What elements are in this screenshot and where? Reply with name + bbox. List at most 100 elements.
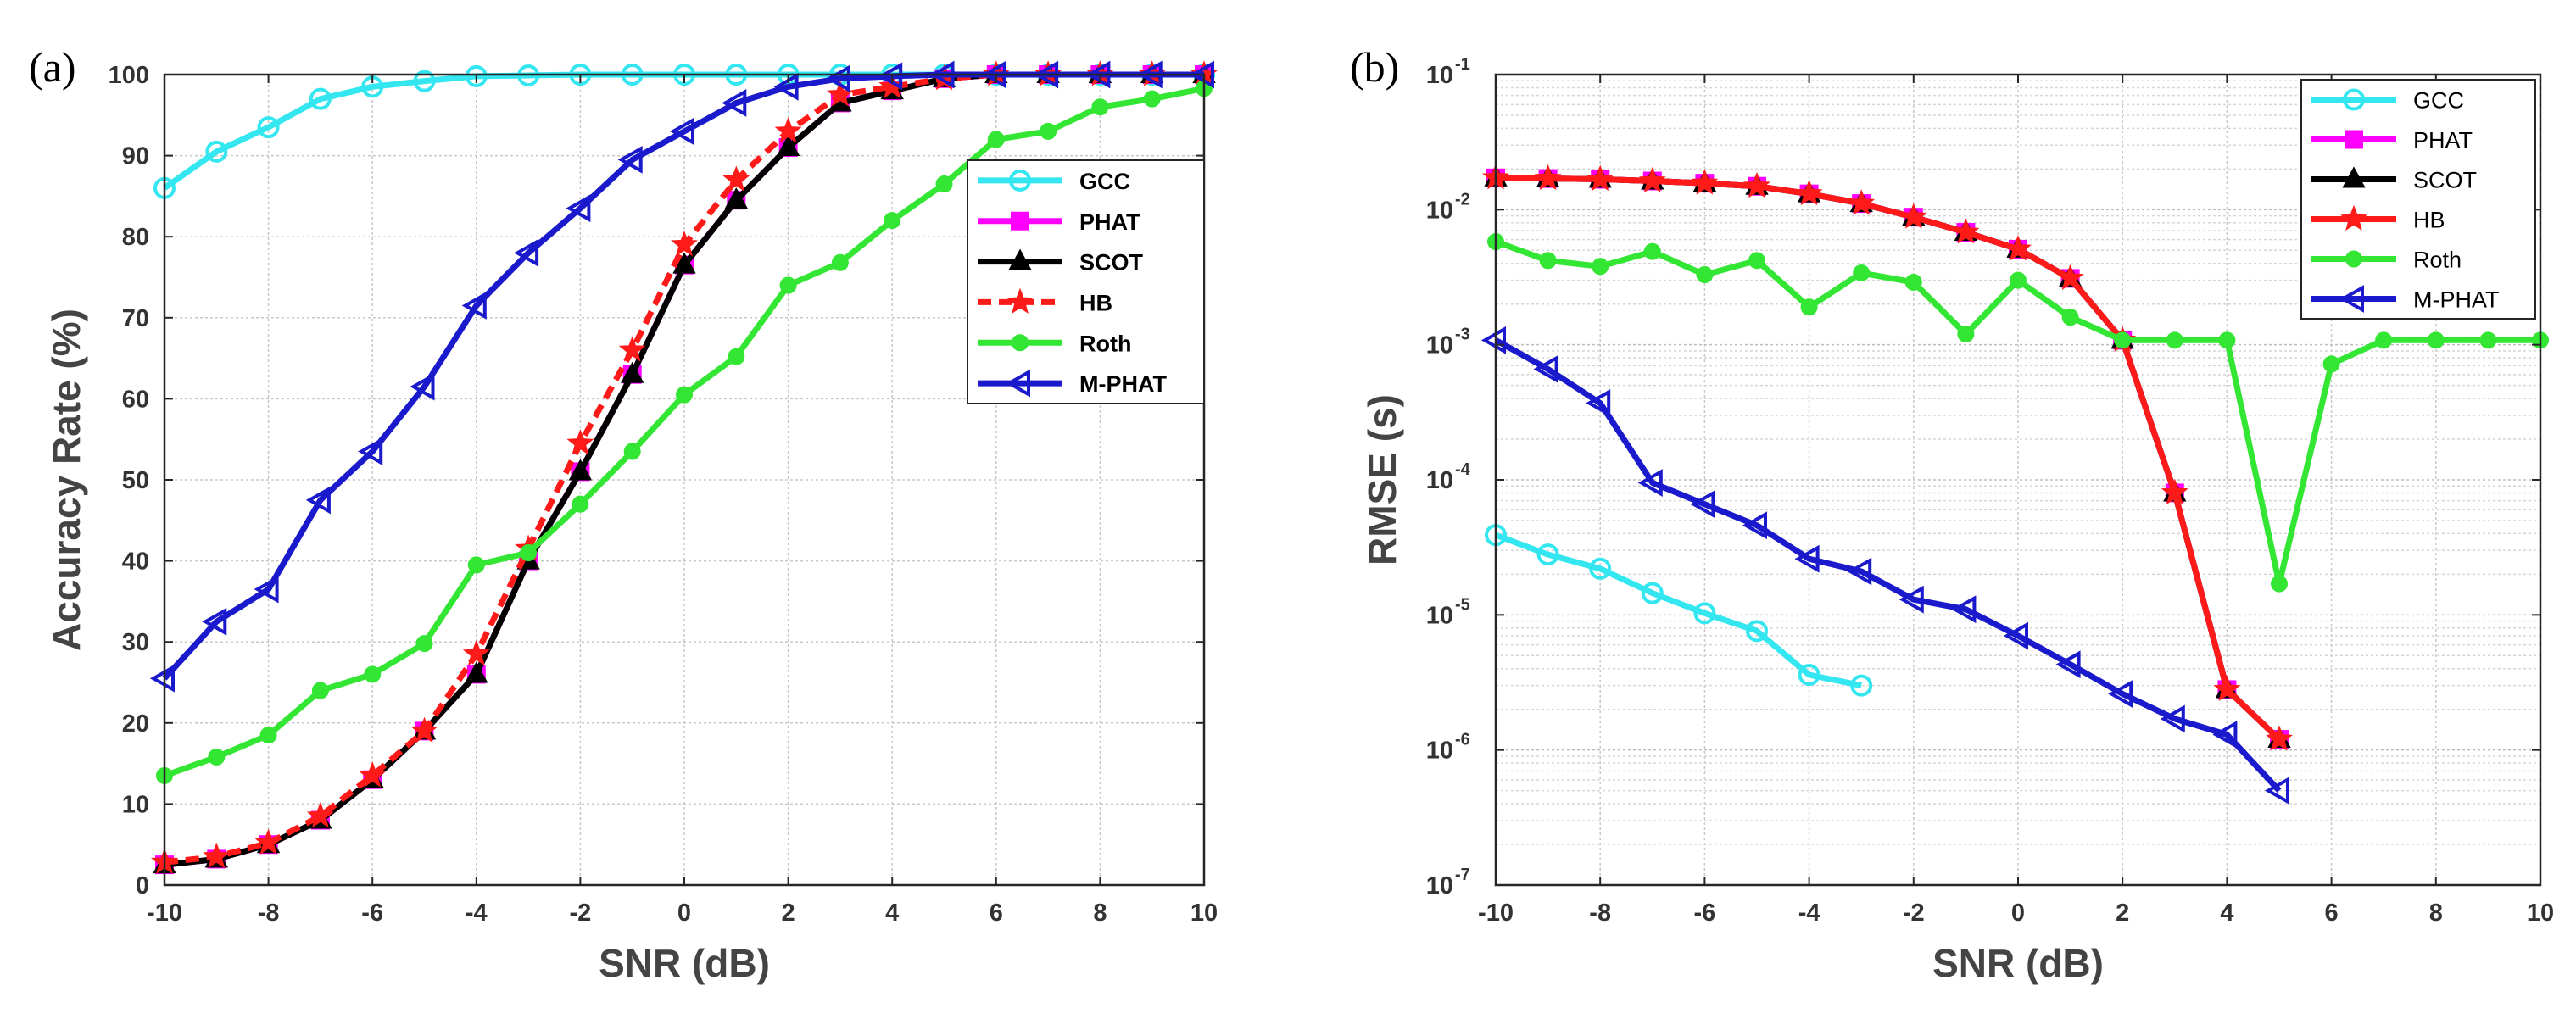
data-point <box>2166 331 2183 349</box>
data-point <box>568 459 593 481</box>
x-tick-label: 8 <box>2429 899 2443 927</box>
data-point <box>309 87 332 110</box>
data-point <box>621 361 644 383</box>
legend-entry-roth: Roth <box>2311 248 2462 273</box>
data-point <box>1536 543 1559 566</box>
data-point <box>2004 235 2032 261</box>
y-tick-label-exponent: -2 <box>1455 190 1470 209</box>
data-point <box>2264 777 2289 805</box>
data-point <box>358 437 383 465</box>
legend-swatch-marker <box>2343 88 2365 111</box>
x-axis-label: SNR (dB) <box>599 941 770 985</box>
series-roth <box>156 80 1213 784</box>
data-point <box>2056 264 2084 290</box>
data-point <box>671 231 698 257</box>
data-point <box>364 665 382 683</box>
data-point <box>724 187 748 209</box>
data-point <box>1533 354 1558 383</box>
data-point <box>2322 355 2340 373</box>
legend-entry-gcc: GCC <box>2311 88 2464 114</box>
x-tick-label: 6 <box>2325 899 2339 927</box>
data-point <box>1586 164 1614 192</box>
x-tick-label: -10 <box>147 899 182 927</box>
x-tick-label: 4 <box>2220 899 2233 927</box>
y-tick-label-exponent: -4 <box>1455 460 1471 479</box>
legend-swatch-marker <box>2339 285 2364 313</box>
data-point <box>1040 122 1057 140</box>
data-point <box>257 116 280 139</box>
x-tick-label: -6 <box>1694 899 1716 927</box>
y-tick-label-exponent: -6 <box>1455 731 1470 749</box>
data-point <box>1951 595 1977 624</box>
y-tick-label: 70 <box>122 305 149 332</box>
data-point <box>1638 166 1666 193</box>
legend-swatch-marker <box>1011 211 1029 231</box>
legend-swatch-marker <box>2345 250 2362 268</box>
data-point <box>1743 171 1770 198</box>
data-point <box>1850 674 1873 697</box>
legend-swatch-marker <box>1005 369 1030 398</box>
legend-entry-roth: Roth <box>978 331 1131 356</box>
y-tick-label: 30 <box>122 629 149 656</box>
data-point <box>1848 189 1876 215</box>
legend-label: GCC <box>2413 88 2464 114</box>
data-point <box>149 664 175 693</box>
data-point <box>205 140 228 163</box>
data-point <box>203 842 231 869</box>
data-point <box>2055 650 2081 679</box>
y-axis-label: Accuracy Rate (%) <box>44 309 88 651</box>
data-point <box>776 134 800 157</box>
data-point <box>1637 469 1663 497</box>
x-axis-label: SNR (dB) <box>1932 941 2104 985</box>
y-tick-label: 60 <box>122 386 149 413</box>
legend-label: M-PHAT <box>1079 371 1167 397</box>
y-tick-label-exponent: -1 <box>1455 55 1470 74</box>
data-point <box>617 145 643 174</box>
data-point <box>1746 620 1768 643</box>
data-point <box>672 252 696 274</box>
data-point <box>254 828 282 855</box>
y-tick-label-exponent: -7 <box>1455 866 1470 884</box>
y-axis-label: RMSE (s) <box>1360 394 1404 565</box>
y-tick-label-exponent: -5 <box>1455 595 1470 614</box>
data-point <box>1742 511 1767 540</box>
x-tick-label: -8 <box>1589 899 1611 927</box>
data-point <box>825 64 850 93</box>
legend-swatch-marker <box>2342 166 2366 188</box>
data-point <box>566 429 594 455</box>
data-point <box>1643 242 1661 260</box>
data-point <box>935 175 953 193</box>
data-point <box>2010 271 2027 289</box>
data-point <box>520 544 538 562</box>
data-point <box>1690 490 1715 519</box>
series-line <box>1494 337 2282 793</box>
data-point <box>254 575 279 604</box>
legend-entry-phat: PHAT <box>2311 128 2473 153</box>
y-tick-label: 10 <box>122 791 149 818</box>
data-point <box>722 89 747 117</box>
y-tick-label: 40 <box>122 548 149 576</box>
data-point <box>1589 557 1612 580</box>
data-point <box>2375 331 2393 349</box>
data-point <box>305 486 331 515</box>
data-point <box>779 276 797 294</box>
y-tick-label-base: 10 <box>1426 467 1453 494</box>
data-point <box>1480 326 1506 354</box>
legend-label: GCC <box>1079 169 1130 194</box>
legend-swatch-marker <box>1009 169 1031 192</box>
legend-swatch-marker <box>1008 248 1032 270</box>
legend-swatch-marker <box>2340 204 2367 231</box>
data-point <box>1586 389 1611 417</box>
y-tick-label-exponent: -3 <box>1455 326 1470 344</box>
data-point <box>1795 179 1823 206</box>
legend-entry-hb: HB <box>2311 204 2445 233</box>
y-tick-label: 0 <box>136 872 149 899</box>
legend-label: SCOT <box>2413 168 2477 193</box>
legend-entry-phat: PHAT <box>978 209 1140 235</box>
series-roth <box>1487 233 2549 593</box>
y-tick-label: 100 <box>109 62 149 89</box>
series-gcc <box>1485 524 1873 697</box>
legend-label: SCOT <box>1079 250 1144 276</box>
series-m-phat <box>1480 326 2289 805</box>
legend: GCC PHAT SCOT HB Roth M-PHAT <box>2300 79 2536 320</box>
